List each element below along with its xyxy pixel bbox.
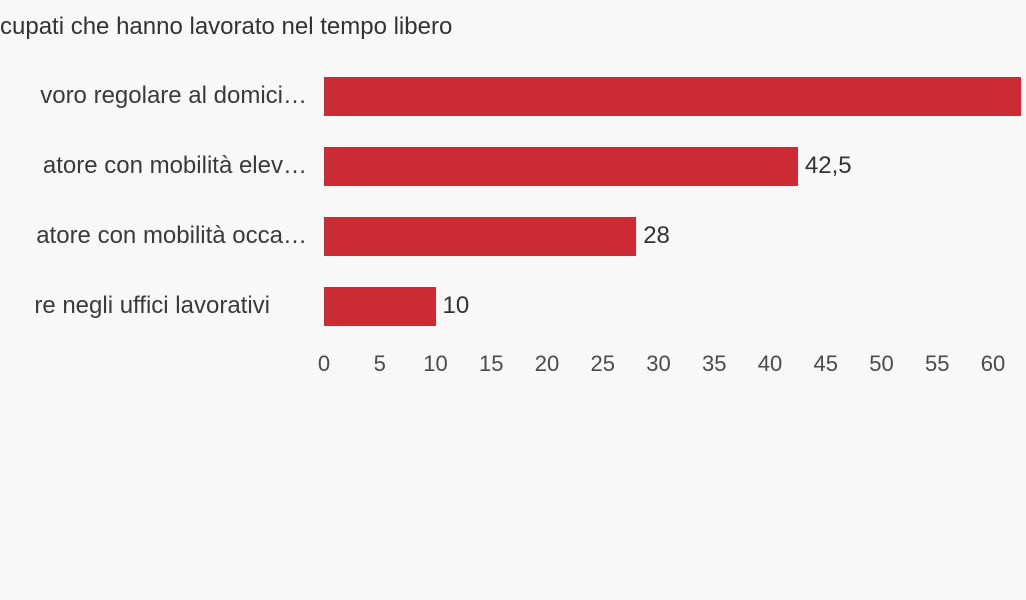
- bar: [324, 147, 798, 186]
- plot-area: voro regolare al domici… atore con mobili…: [0, 61, 1026, 341]
- bar: [324, 77, 1021, 116]
- category-label: re negli uffici lavorativi: [34, 292, 270, 319]
- bar-row: re negli uffici lavorativi 10: [0, 271, 1026, 341]
- x-axis-tick: 15: [479, 351, 504, 376]
- value-label: 42,5: [804, 152, 852, 179]
- x-axis-tick: 30: [646, 351, 671, 376]
- bar: [324, 217, 637, 256]
- x-axis-tick: 20: [534, 351, 560, 376]
- value-label: 10: [442, 292, 470, 319]
- x-axis-tick: 25: [590, 351, 615, 376]
- category-label: atore con mobilità occa…: [36, 222, 307, 249]
- x-axis-tick: 60: [980, 351, 1006, 376]
- x-axis-tick: 35: [702, 351, 727, 376]
- value-label: 28: [643, 222, 670, 249]
- category-label: voro regolare al domici…: [40, 82, 307, 109]
- x-axis: 0 5 10 15 20 25 30 35 40 45 50 55 60: [0, 350, 1026, 380]
- bar: [324, 287, 436, 326]
- x-axis-tick: 0: [317, 351, 331, 376]
- x-axis-tick: 5: [373, 351, 386, 376]
- x-axis-tick: 45: [813, 351, 838, 376]
- bar-row: atore con mobilità occa… 28: [0, 201, 1026, 271]
- x-axis-tick: 55: [925, 351, 950, 376]
- bar-row: voro regolare al domici…: [0, 61, 1026, 131]
- chart-title: cupati che hanno lavorato nel tempo libe…: [0, 13, 453, 40]
- category-label: atore con mobilità elev…: [42, 152, 307, 179]
- x-axis-tick: 40: [757, 351, 783, 376]
- x-axis-tick: 50: [869, 351, 894, 376]
- bar-row: atore con mobilità elev… 42,5: [0, 131, 1026, 201]
- x-axis-tick: 10: [423, 351, 448, 376]
